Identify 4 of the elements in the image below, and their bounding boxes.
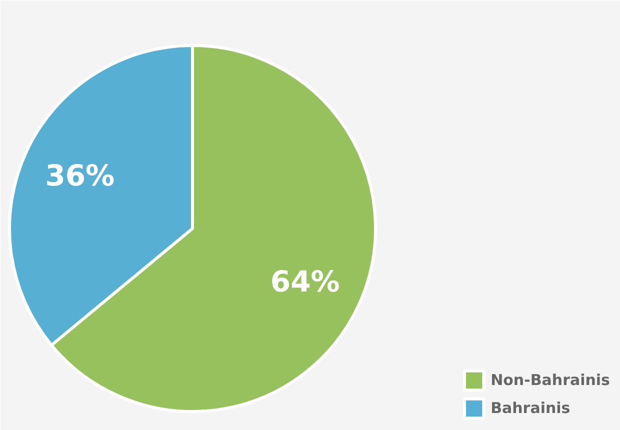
legend-label: Bahrainis (490, 399, 570, 417)
data-label: 36% (45, 158, 115, 193)
data-label: 64% (270, 264, 340, 298)
legend-label: Non-Bahrainis (490, 371, 610, 389)
